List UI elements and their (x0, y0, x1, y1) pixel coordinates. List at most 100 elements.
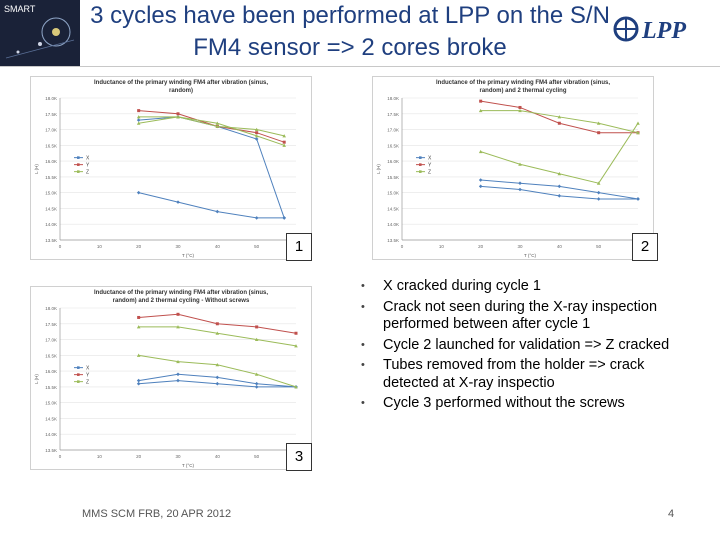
chart-2: Inductance of the primary winding FM4 af… (372, 76, 654, 260)
y-tick-label: 14.0K (45, 432, 57, 437)
data-point-y (294, 331, 298, 335)
slide-title: 3 cycles have been performed at LPP on t… (90, 2, 610, 61)
data-point-z (136, 121, 141, 125)
y-tick-label: 13.5K (45, 448, 57, 453)
bullet-item: Cycle 2 launched for validation => Z cra… (358, 337, 688, 355)
y-tick-label: 17.5K (387, 112, 399, 117)
chart-title: random) and 2 thermal cycling (479, 88, 566, 94)
chart-title: Inductance of the primary winding FM4 af… (94, 80, 268, 86)
chart-2-number: 2 (632, 233, 658, 261)
data-point-y (557, 121, 561, 125)
data-point-x (596, 190, 601, 195)
legend-label: Y (86, 372, 90, 378)
chart-3: Inductance of the primary winding FM4 af… (30, 286, 312, 470)
y-tick-label: 18.0K (387, 96, 399, 101)
data-point-y (137, 109, 141, 113)
y-tick-label: 14.0K (45, 222, 57, 227)
data-point-z (176, 359, 180, 364)
chart-title: Inductance of the primary winding FM4 af… (436, 80, 610, 86)
data-point-z (518, 162, 522, 166)
data-point-x (596, 197, 601, 201)
x-axis-label: T (°C) (524, 253, 536, 258)
data-point-z (636, 121, 640, 125)
data-point-x (215, 381, 220, 386)
data-point-z (254, 372, 259, 376)
y-tick-label: 17.5K (45, 112, 57, 117)
data-point-y (255, 325, 259, 329)
y-tick-label: 18.0K (45, 96, 57, 101)
x-tick-label: 0 (59, 454, 62, 459)
y-tick-label: 15.0K (45, 191, 57, 196)
x-tick-label: 40 (215, 454, 221, 459)
data-point-z (596, 121, 601, 125)
data-point-y (479, 99, 483, 103)
y-axis-label: L (H) (376, 164, 381, 174)
x-tick-label: 30 (175, 244, 181, 249)
chart-frame (30, 286, 312, 470)
lpp-logo-text: LPP (641, 18, 686, 44)
x-tick-label: 30 (517, 244, 523, 249)
y-tick-label: 15.5K (387, 175, 399, 180)
y-tick-label: 15.0K (387, 191, 399, 196)
data-point-z (176, 325, 180, 329)
data-point-z (636, 130, 640, 135)
chart-1-number: 1 (286, 233, 312, 261)
data-point-z (136, 353, 141, 357)
data-point-z (136, 325, 141, 329)
data-point-x (557, 194, 562, 198)
data-point-z (215, 363, 220, 367)
x-axis-label: T (°C) (182, 463, 194, 468)
bullet-item: Tubes removed from the holder => crack d… (358, 357, 688, 392)
y-tick-label: 13.5K (45, 238, 57, 243)
x-tick-label: 30 (175, 454, 181, 459)
x-tick-label: 20 (136, 454, 142, 459)
y-tick-label: 16.5K (387, 143, 399, 148)
x-tick-label: 50 (254, 244, 260, 249)
data-point-z (478, 149, 483, 154)
data-point-y (176, 312, 180, 316)
chart-title: Inductance of the primary winding FM4 af… (94, 290, 268, 296)
y-tick-label: 14.5K (387, 206, 399, 211)
data-point-z (254, 337, 259, 342)
y-tick-label: 16.5K (45, 143, 57, 148)
x-axis-label: T (°C) (182, 253, 194, 258)
x-tick-label: 40 (215, 244, 221, 249)
data-point-z (294, 344, 298, 348)
legend-marker-y (419, 163, 422, 166)
data-point-z (282, 134, 286, 138)
data-point-z (557, 171, 562, 176)
data-point-x (254, 137, 259, 141)
data-point-z (215, 121, 220, 125)
data-point-x (176, 372, 180, 377)
data-point-z (136, 115, 141, 119)
smart-logo-text: SMART (4, 4, 36, 14)
data-point-x (215, 209, 220, 214)
data-point-y (282, 140, 286, 144)
data-point-y (255, 131, 259, 135)
data-point-x (557, 184, 562, 189)
y-tick-label: 16.5K (45, 353, 57, 358)
bullet-item: X cracked during cycle 1 (358, 278, 688, 296)
data-point-x (254, 216, 259, 220)
data-point-y (137, 315, 141, 319)
data-point-x (282, 216, 286, 220)
chart-3-svg: Inductance of the primary winding FM4 af… (30, 286, 312, 470)
y-axis-label: L (H) (34, 374, 39, 384)
data-point-z (294, 385, 298, 389)
data-point-z (254, 127, 259, 132)
chart-2-svg: Inductance of the primary winding FM4 af… (372, 76, 654, 260)
legend-label: X (428, 155, 432, 161)
y-tick-label: 15.0K (45, 401, 57, 406)
legend-label: Z (428, 169, 431, 175)
y-tick-label: 17.0K (45, 128, 57, 133)
legend-label: Z (86, 169, 89, 175)
x-tick-label: 10 (97, 244, 103, 249)
bullet-item: Crack not seen during the X-ray inspecti… (358, 299, 688, 334)
data-point-x (176, 200, 180, 204)
legend-marker-z (419, 170, 422, 173)
y-tick-label: 17.0K (45, 338, 57, 343)
data-point-y (597, 131, 601, 135)
legend-marker-z (77, 170, 80, 173)
chart-3-number: 3 (286, 443, 312, 471)
data-point-z (282, 143, 286, 147)
